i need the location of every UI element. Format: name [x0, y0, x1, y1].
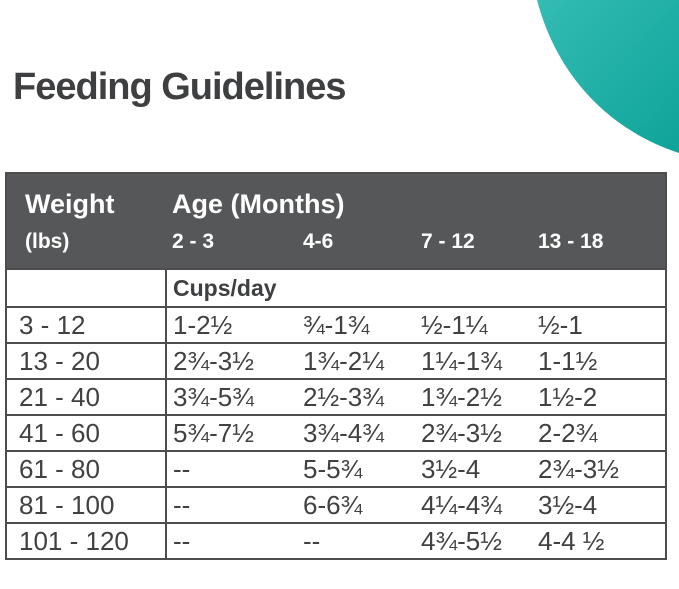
weight-cell: 81 - 100: [6, 486, 167, 523]
value-cell: 3¾-5¾: [166, 378, 297, 415]
age-col-header-3: 13 - 18: [532, 222, 667, 269]
value-cell: 1½-2: [532, 378, 667, 415]
age-header-label: Age (Months): [166, 173, 667, 222]
header-row-main: Weight Age (Months): [6, 173, 667, 222]
value-cell: 4¼-4¾: [415, 486, 532, 523]
value-cell: --: [297, 522, 415, 559]
weight-cell: 13 - 20: [6, 342, 167, 379]
page-title: Feeding Guidelines: [13, 66, 346, 108]
table-row: 61 - 80 -- 5-5¾ 3½-4 2¾-3½: [6, 450, 667, 487]
value-cell: 3¾-4¾: [297, 414, 415, 451]
table-row: 81 - 100 -- 6-6¾ 4¼-4¾ 3½-4: [6, 486, 667, 523]
swoosh-shape: [537, 0, 679, 153]
value-cell: 2½-3¾: [297, 378, 415, 415]
table-header: Weight Age (Months) (lbs) 2 - 3 4-6 7 - …: [6, 173, 667, 269]
weight-units-header: (lbs): [6, 222, 166, 269]
units-row: Cups/day: [6, 268, 667, 307]
value-cell: 2¾-3½: [415, 414, 532, 451]
header-row-sub: (lbs) 2 - 3 4-6 7 - 12 13 - 18: [6, 222, 667, 269]
age-col-header-1: 4-6: [297, 222, 415, 269]
weight-cell: 21 - 40: [6, 378, 167, 415]
value-cell: 1¼-1¾: [415, 342, 532, 379]
weight-cell: 41 - 60: [6, 414, 167, 451]
value-cell: 5¾-7½: [166, 414, 297, 451]
value-cell: 4¾-5½: [415, 522, 532, 559]
table-row: 21 - 40 3¾-5¾ 2½-3¾ 1¾-2½ 1½-2: [6, 378, 667, 415]
weight-cell: 101 - 120: [6, 522, 167, 559]
value-cell: 6-6¾: [297, 486, 415, 523]
value-cell: 4-4 ½: [532, 522, 667, 559]
value-cell: 1-2½: [166, 306, 297, 343]
value-cell: 1¾-2½: [415, 378, 532, 415]
value-cell: ½-1: [532, 306, 667, 343]
age-col-header-0: 2 - 3: [166, 222, 297, 269]
value-cell: --: [166, 450, 297, 487]
weight-header-label: Weight: [6, 173, 166, 222]
value-cell: 1¾-2¼: [297, 342, 415, 379]
table-row: 13 - 20 2¾-3½ 1¾-2¼ 1¼-1¾ 1-1½: [6, 342, 667, 379]
value-cell: 1-1½: [532, 342, 667, 379]
age-col-header-2: 7 - 12: [415, 222, 532, 269]
units-row-spacer: [6, 268, 167, 307]
weight-cell: 61 - 80: [6, 450, 167, 487]
table-row: 101 - 120 -- -- 4¾-5½ 4-4 ½: [6, 522, 667, 559]
value-cell: 2¾-3½: [532, 450, 667, 487]
value-cell: --: [166, 486, 297, 523]
table-body: Cups/day 3 - 12 1-2½ ¾-1¾ ½-1¼ ½-1 13 - …: [6, 268, 667, 559]
units-label: Cups/day: [166, 268, 667, 307]
table-row: 3 - 12 1-2½ ¾-1¾ ½-1¼ ½-1: [6, 306, 667, 343]
value-cell: ¾-1¾: [297, 306, 415, 343]
weight-cell: 3 - 12: [6, 306, 167, 343]
value-cell: 5-5¾: [297, 450, 415, 487]
table-row: 41 - 60 5¾-7½ 3¾-4¾ 2¾-3½ 2-2¾: [6, 414, 667, 451]
value-cell: 3½-4: [532, 486, 667, 523]
teal-corner-decoration: [537, 0, 679, 153]
value-cell: 2¾-3½: [166, 342, 297, 379]
feeding-guidelines-table: Weight Age (Months) (lbs) 2 - 3 4-6 7 - …: [5, 172, 668, 560]
value-cell: 3½-4: [415, 450, 532, 487]
value-cell: --: [166, 522, 297, 559]
value-cell: ½-1¼: [415, 306, 532, 343]
value-cell: 2-2¾: [532, 414, 667, 451]
